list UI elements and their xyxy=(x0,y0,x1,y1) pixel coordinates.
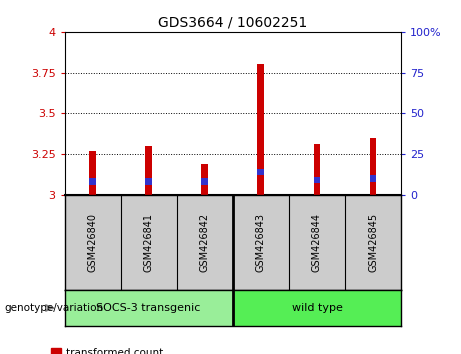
Text: GSM426841: GSM426841 xyxy=(144,213,154,272)
Legend: transformed count, percentile rank within the sample: transformed count, percentile rank withi… xyxy=(47,344,247,354)
Text: GSM426842: GSM426842 xyxy=(200,213,210,272)
Bar xyxy=(89,178,96,185)
Bar xyxy=(313,177,320,183)
Bar xyxy=(313,144,320,195)
Bar xyxy=(201,178,208,185)
Bar xyxy=(89,151,96,195)
Text: GSM426844: GSM426844 xyxy=(312,213,322,272)
Bar xyxy=(233,290,401,326)
Bar xyxy=(258,169,264,175)
Bar xyxy=(201,164,208,195)
Bar xyxy=(370,138,376,195)
Title: GDS3664 / 10602251: GDS3664 / 10602251 xyxy=(158,15,307,29)
Bar xyxy=(370,175,376,182)
Bar xyxy=(145,178,152,185)
Bar xyxy=(65,290,233,326)
Text: GSM426840: GSM426840 xyxy=(88,213,98,272)
Text: SOCS-3 transgenic: SOCS-3 transgenic xyxy=(96,303,201,313)
Text: wild type: wild type xyxy=(291,303,343,313)
Bar xyxy=(145,146,152,195)
Text: genotype/variation: genotype/variation xyxy=(5,303,104,313)
Bar xyxy=(258,64,264,195)
Text: GSM426843: GSM426843 xyxy=(256,213,266,272)
Text: GSM426845: GSM426845 xyxy=(368,213,378,272)
